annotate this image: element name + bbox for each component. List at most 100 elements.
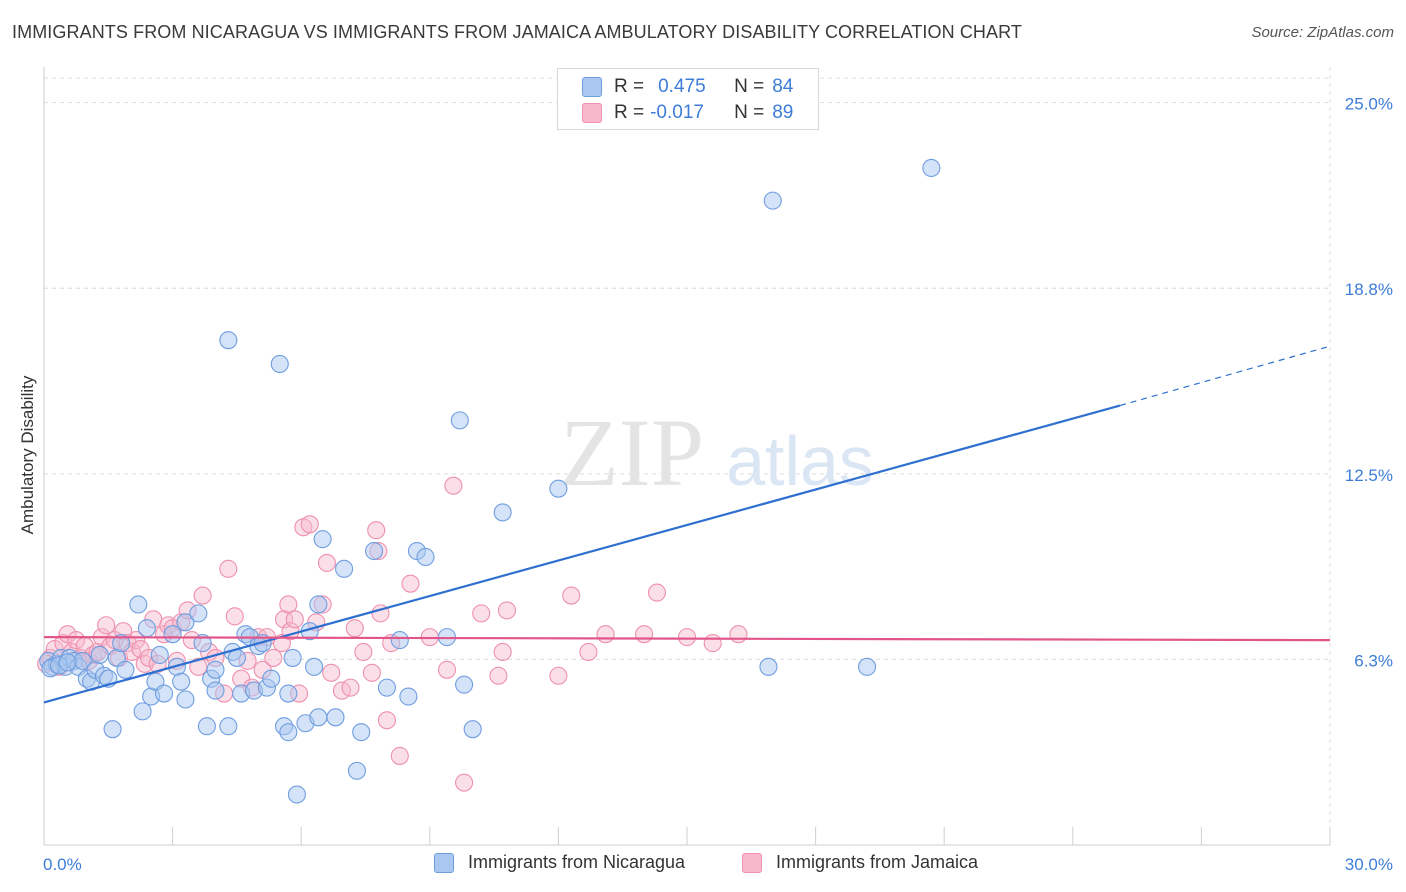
legend-n-value: 84 bbox=[772, 76, 794, 97]
y-tick-label: 6.3% bbox=[1354, 651, 1393, 670]
data-point-jamaica bbox=[729, 625, 748, 644]
data-point-jamaica bbox=[703, 634, 722, 653]
data-point-nicaragua bbox=[399, 687, 418, 706]
data-point-nicaragua bbox=[857, 657, 877, 676]
data-point-nicaragua bbox=[347, 761, 366, 780]
data-point-nicaragua bbox=[390, 631, 409, 650]
data-point-nicaragua bbox=[189, 604, 208, 623]
data-point-nicaragua bbox=[219, 717, 238, 736]
data-point-nicaragua bbox=[763, 191, 782, 210]
legend-r-label: R = bbox=[614, 102, 645, 123]
data-point-nicaragua bbox=[206, 681, 225, 700]
data-point-jamaica bbox=[322, 663, 341, 682]
data-point-jamaica bbox=[579, 642, 598, 662]
series-legend: Immigrants from Nicaragua Immigrants fro… bbox=[0, 852, 1406, 878]
source-label: Source: ZipAtlas.com bbox=[1251, 24, 1394, 41]
data-point-jamaica bbox=[493, 642, 512, 662]
y-tick-label: 12.5% bbox=[1345, 466, 1393, 485]
data-point-nicaragua bbox=[450, 411, 469, 430]
data-point-jamaica bbox=[444, 476, 463, 495]
data-point-nicaragua bbox=[193, 634, 212, 653]
data-point-jamaica bbox=[489, 666, 508, 685]
data-point-jamaica bbox=[377, 711, 396, 730]
data-point-nicaragua bbox=[172, 672, 191, 691]
data-point-nicaragua bbox=[365, 541, 384, 561]
data-point-nicaragua bbox=[455, 675, 474, 694]
data-point-jamaica bbox=[455, 773, 474, 792]
data-point-jamaica bbox=[390, 746, 409, 765]
data-point-nicaragua bbox=[335, 559, 354, 578]
data-point-jamaica bbox=[189, 657, 208, 676]
data-point-nicaragua bbox=[759, 657, 778, 676]
data-point-nicaragua bbox=[279, 723, 298, 742]
y-tick-label: 25.0% bbox=[1345, 95, 1393, 114]
legend-item-nicaragua[interactable]: Immigrants from Nicaragua bbox=[434, 852, 685, 873]
data-point-jamaica bbox=[362, 663, 381, 682]
data-point-nicaragua bbox=[309, 708, 328, 727]
chart-title: IMMIGRANTS FROM NICARAGUA VS IMMIGRANTS … bbox=[12, 22, 1023, 42]
data-point-jamaica bbox=[472, 604, 491, 623]
data-point-nicaragua bbox=[116, 660, 135, 679]
data-point-nicaragua bbox=[305, 657, 324, 676]
data-point-nicaragua bbox=[416, 547, 435, 567]
legend-swatch-nicaragua bbox=[582, 77, 602, 97]
data-point-nicaragua bbox=[287, 785, 306, 804]
data-point-jamaica bbox=[367, 521, 386, 540]
watermark-zip: ZIP bbox=[560, 399, 704, 506]
legend-r-label: R = bbox=[614, 76, 645, 97]
trend-line-jamaica bbox=[43, 636, 1331, 642]
correlation-legend: R = 0.475 N = 84 R = -0.017 N = 89 bbox=[557, 68, 819, 130]
data-point-nicaragua bbox=[163, 625, 182, 644]
data-point-jamaica bbox=[401, 574, 420, 593]
data-point-jamaica bbox=[317, 553, 336, 572]
data-point-jamaica bbox=[596, 625, 615, 644]
data-point-nicaragua bbox=[133, 702, 152, 721]
data-point-nicaragua bbox=[219, 331, 238, 350]
data-point-nicaragua bbox=[326, 708, 345, 727]
data-point-jamaica bbox=[562, 586, 581, 605]
data-point-jamaica bbox=[437, 660, 456, 679]
data-point-nicaragua bbox=[463, 720, 482, 739]
data-point-nicaragua bbox=[176, 690, 195, 709]
data-point-jamaica bbox=[497, 601, 517, 620]
data-point-nicaragua bbox=[58, 653, 77, 672]
data-point-jamaica bbox=[193, 586, 212, 605]
watermark-atlas: atlas bbox=[726, 422, 874, 500]
trend-line-nicaragua-extension bbox=[1119, 345, 1331, 407]
trend-line-nicaragua bbox=[43, 404, 1121, 704]
data-point-nicaragua bbox=[313, 530, 332, 549]
data-point-nicaragua bbox=[176, 613, 195, 632]
data-point-nicaragua bbox=[283, 648, 302, 667]
data-point-nicaragua bbox=[309, 595, 328, 614]
data-point-jamaica bbox=[219, 559, 238, 578]
legend-label-nicaragua: Immigrants from Nicaragua bbox=[468, 852, 686, 872]
data-point-nicaragua bbox=[150, 645, 169, 665]
data-point-nicaragua bbox=[922, 158, 941, 178]
data-point-nicaragua bbox=[352, 723, 371, 742]
data-point-nicaragua bbox=[197, 717, 216, 736]
legend-item-jamaica[interactable]: Immigrants from Jamaica bbox=[742, 852, 978, 873]
data-point-jamaica bbox=[225, 607, 244, 626]
legend-r-value: -0.017 bbox=[650, 102, 704, 123]
data-point-nicaragua bbox=[112, 634, 131, 653]
data-point-jamaica bbox=[647, 583, 667, 602]
data-point-nicaragua bbox=[103, 720, 122, 739]
data-point-jamaica bbox=[677, 628, 697, 647]
legend-swatch-jamaica bbox=[742, 852, 762, 873]
data-point-jamaica bbox=[275, 610, 294, 629]
data-point-nicaragua bbox=[549, 479, 568, 498]
data-point-jamaica bbox=[549, 666, 568, 685]
data-point-jamaica bbox=[264, 648, 283, 667]
legend-n-label: N = bbox=[734, 102, 765, 123]
legend-swatch-jamaica bbox=[582, 103, 602, 123]
axes bbox=[43, 67, 1331, 846]
data-point-nicaragua bbox=[279, 684, 298, 703]
data-point-nicaragua bbox=[154, 684, 174, 703]
legend-n-label: N = bbox=[734, 76, 765, 97]
y-tick-label: 18.8% bbox=[1345, 280, 1393, 299]
data-point-jamaica bbox=[635, 625, 654, 644]
legend-n-value: 89 bbox=[772, 102, 794, 123]
data-point-jamaica bbox=[354, 642, 373, 662]
legend-row-nicaragua: R = 0.475 N = 84 bbox=[582, 75, 793, 99]
